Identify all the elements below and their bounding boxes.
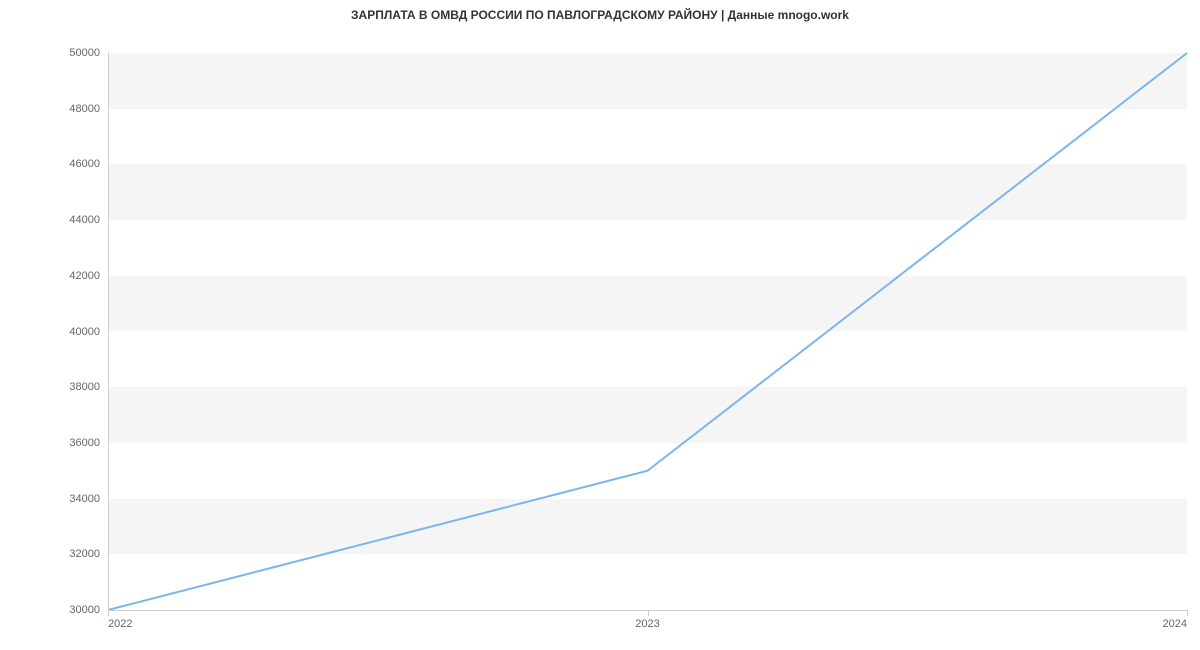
y-tick-label: 44000 xyxy=(69,214,100,226)
line-series-svg xyxy=(108,53,1187,610)
y-tick-label: 46000 xyxy=(69,158,100,170)
x-tick-label: 2022 xyxy=(108,618,132,630)
y-tick-label: 34000 xyxy=(69,493,100,505)
x-tick-mark xyxy=(648,610,649,616)
y-tick-label: 36000 xyxy=(69,437,100,449)
y-tick-label: 32000 xyxy=(69,548,100,560)
x-tick-label: 2024 xyxy=(1163,618,1187,630)
y-tick-label: 50000 xyxy=(69,47,100,59)
y-tick-label: 30000 xyxy=(69,604,100,616)
series-line-salary xyxy=(108,53,1187,610)
x-tick-mark xyxy=(1187,610,1188,616)
salary-line-chart: ЗАРПЛАТА В ОМВД РОССИИ ПО ПАВЛОГРАДСКОМУ… xyxy=(0,0,1200,650)
plot-area: 3000032000340003600038000400004200044000… xyxy=(108,53,1187,610)
x-tick-label: 2023 xyxy=(635,618,659,630)
y-tick-label: 38000 xyxy=(69,381,100,393)
chart-title: ЗАРПЛАТА В ОМВД РОССИИ ПО ПАВЛОГРАДСКОМУ… xyxy=(0,8,1200,22)
y-tick-label: 40000 xyxy=(69,326,100,338)
y-axis-line xyxy=(108,53,109,610)
x-tick-mark xyxy=(108,610,109,616)
y-tick-label: 42000 xyxy=(69,270,100,282)
y-tick-label: 48000 xyxy=(69,103,100,115)
